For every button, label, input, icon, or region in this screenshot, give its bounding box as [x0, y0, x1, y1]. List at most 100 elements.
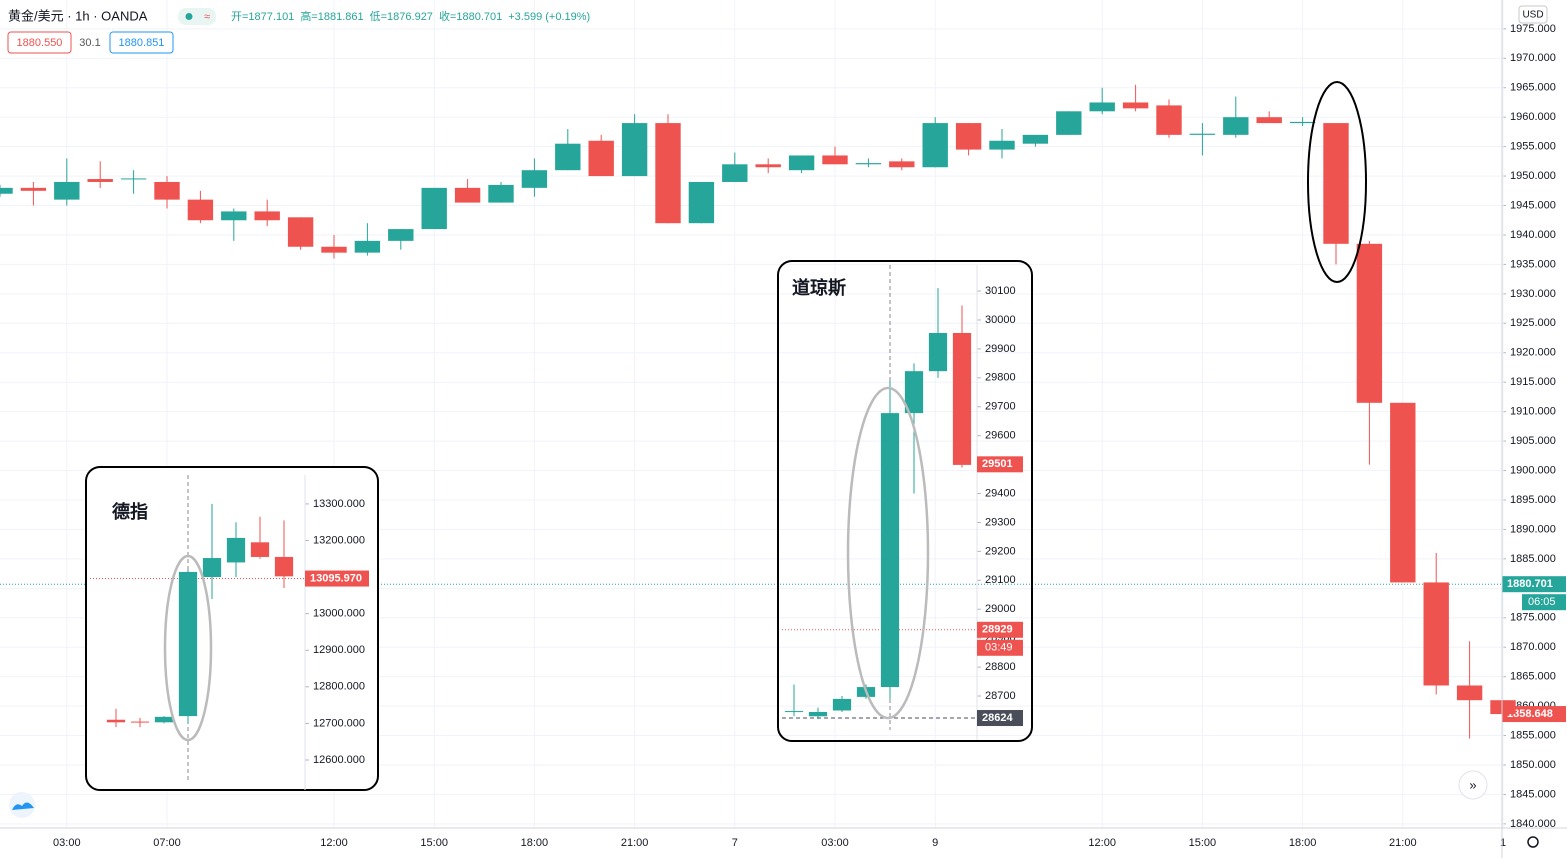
candle-body: [1390, 402, 1416, 583]
candle-body: [1256, 117, 1282, 124]
ohlc-value: 高=1881.861: [300, 9, 363, 23]
currency-box[interactable]: [1518, 5, 1548, 24]
y-tick-label: 1930.000: [1510, 288, 1556, 300]
status-pill[interactable]: [178, 8, 216, 25]
candle-body: [454, 187, 481, 203]
candle-body: [655, 123, 681, 224]
candle-body: [1122, 102, 1149, 109]
buy-price: 1880.851: [119, 37, 165, 49]
x-tick-label: 21:00: [621, 837, 649, 849]
candle-body: [1456, 685, 1483, 701]
y-tick-label: 1920.000: [1510, 347, 1556, 359]
candle-body: [254, 211, 280, 221]
y-tick-label: 1955.000: [1510, 141, 1556, 153]
y-tick-label: 1935.000: [1510, 258, 1556, 270]
y-tick-label: 29100: [985, 574, 1016, 586]
y-tick-label: 13000.000: [313, 608, 365, 620]
price-label: 28624: [982, 712, 1013, 724]
x-tick-label: 03:00: [821, 837, 849, 849]
candle-body: [0, 187, 13, 194]
candle-body: [621, 123, 648, 177]
candle-body: [54, 181, 80, 200]
y-tick-label: 1845.000: [1510, 788, 1556, 800]
y-tick-label: 1905.000: [1510, 435, 1556, 447]
y-tick-label: 29700: [985, 401, 1016, 413]
y-tick-label: 29900: [985, 343, 1016, 355]
candle-body: [1189, 133, 1216, 135]
y-tick-label: 1855.000: [1510, 729, 1556, 741]
price-label: 29501: [982, 458, 1013, 470]
ohlc-value: 开=1877.101: [231, 11, 294, 23]
candle-body: [952, 332, 972, 465]
scroll-icon: »: [1469, 777, 1476, 792]
candle-body: [928, 332, 948, 372]
x-tick-label: 1: [1500, 837, 1506, 849]
price-label-box: [977, 710, 1023, 727]
settings-icon[interactable]: [1527, 836, 1539, 848]
candle-body: [722, 164, 748, 182]
candle-body: [989, 140, 1015, 150]
highlight-ellipse: [163, 554, 213, 742]
y-tick-label: 1965.000: [1510, 82, 1556, 94]
highlight-ellipse: [846, 386, 930, 720]
y-tick-label: 29300: [985, 516, 1016, 528]
price-label: 13095.970: [310, 572, 362, 584]
candle-body: [688, 181, 715, 224]
sell-price: 1880.550: [17, 37, 63, 49]
price-label-box: [1502, 706, 1566, 723]
candle-body: [202, 558, 222, 578]
candle-body: [521, 170, 548, 188]
y-tick-label: 29400: [985, 487, 1016, 499]
x-tick-label: 15:00: [420, 837, 448, 849]
status-dot: [185, 13, 193, 20]
candle-body: [1022, 134, 1049, 144]
price-label-box: [305, 570, 369, 587]
inset-title: 道琼斯: [792, 277, 846, 298]
y-tick-label: 1970.000: [1510, 52, 1556, 64]
y-tick-label: 1945.000: [1510, 199, 1556, 211]
x-tick-label: 15:00: [1189, 837, 1217, 849]
candle-body: [130, 721, 150, 723]
candle-body: [1490, 700, 1516, 715]
inset-chart: 12600.000 12700.000 12800.000 12900.000 1300…: [90, 475, 369, 790]
y-tick-label: 1875.000: [1510, 612, 1556, 624]
highlight-ellipse: [1307, 81, 1367, 283]
candle-body: [87, 179, 113, 182]
y-tick-label: 1850.000: [1510, 759, 1556, 771]
candle-body: [1056, 111, 1082, 135]
candle-body: [588, 140, 614, 177]
scroll-button[interactable]: [1458, 770, 1488, 800]
y-tick-label: 29600: [985, 430, 1016, 442]
candle-body: [250, 542, 270, 557]
status-icon: ≈: [204, 11, 210, 23]
candle-body: [154, 181, 180, 200]
sell-button[interactable]: [7, 31, 72, 54]
y-tick-label: 30000: [985, 314, 1016, 326]
buy-button[interactable]: [109, 31, 174, 54]
y-tick-label: 1915.000: [1510, 376, 1556, 388]
y-tick-label: 1895.000: [1510, 494, 1556, 506]
x-tick-label: 21:00: [1389, 837, 1417, 849]
x-tick-label: 18:00: [1289, 837, 1317, 849]
candle-body: [784, 711, 804, 713]
x-tick-label: 07:00: [153, 837, 181, 849]
y-tick-label: 1960.000: [1510, 111, 1556, 123]
candle-body: [1356, 243, 1383, 403]
countdown-box: [1522, 594, 1566, 611]
candle-body: [120, 178, 147, 180]
candle-body: [1089, 102, 1115, 112]
candle-body: [187, 199, 214, 221]
candle-body: [808, 711, 828, 717]
ohlc-readout: 开=1877.101 高=1881.861 低=1876.927 收=1880.701…: [231, 9, 590, 23]
x-tick-label: 03:00: [53, 837, 81, 849]
inset-chart: 2870028800289002900029100292002930029400…: [782, 265, 1023, 740]
y-tick-label: 1885.000: [1510, 553, 1556, 565]
symbol-title: 黄金/美元 · 1h · OANDA: [8, 8, 148, 23]
price-label-box: [977, 456, 1023, 473]
price-label: 28929: [982, 624, 1013, 636]
x-tick-label: 7: [732, 837, 738, 849]
candle-body: [106, 719, 126, 723]
spread: 30.1: [79, 37, 100, 49]
candle-body: [555, 143, 581, 171]
